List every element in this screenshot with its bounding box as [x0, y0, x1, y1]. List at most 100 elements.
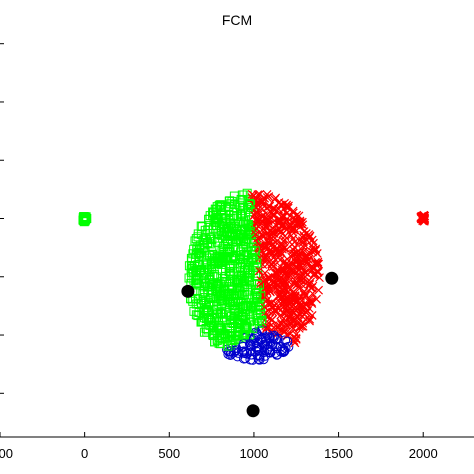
point-x — [279, 244, 289, 253]
point-x — [253, 198, 263, 207]
point-x — [305, 231, 315, 241]
point-square — [225, 196, 235, 206]
point-circle — [272, 333, 283, 344]
point-x — [315, 273, 324, 283]
point-x — [260, 275, 270, 285]
point-x — [298, 318, 308, 328]
point-circle — [260, 336, 271, 347]
point-square — [236, 236, 246, 246]
point-square — [188, 296, 198, 306]
x-tick-label: 1500 — [324, 446, 353, 461]
point-square — [199, 277, 209, 287]
point-x — [282, 307, 292, 317]
point-x — [311, 260, 321, 270]
point-square — [197, 316, 207, 326]
point-square — [212, 279, 222, 289]
point-square — [245, 200, 255, 210]
point-square — [226, 268, 236, 278]
point-square — [226, 261, 236, 271]
point-x — [288, 206, 298, 216]
point-square — [218, 233, 228, 243]
point-x — [250, 210, 260, 220]
x-tick-label: 500 — [158, 446, 180, 461]
point-square — [250, 246, 260, 256]
point-square — [235, 202, 245, 212]
point-square — [231, 251, 241, 261]
point-square — [257, 317, 267, 327]
point-x — [266, 247, 276, 257]
chart-title: FCM — [222, 12, 252, 28]
point-x — [307, 297, 317, 307]
point-square — [245, 227, 255, 237]
x-tick-label: 1000 — [239, 446, 268, 461]
point-x — [268, 204, 278, 213]
point-square — [241, 208, 251, 218]
point-x — [258, 200, 267, 210]
point-x — [280, 235, 290, 245]
point-x — [261, 243, 270, 253]
point-x — [268, 232, 278, 242]
point-circle — [265, 344, 276, 355]
point-x — [254, 221, 263, 231]
point-x — [298, 262, 308, 272]
point-x — [296, 310, 306, 320]
point-circle — [239, 348, 250, 359]
point-x — [290, 288, 300, 298]
point-square — [243, 300, 253, 310]
point-square — [196, 317, 206, 327]
point-x — [265, 286, 275, 296]
point-square — [203, 238, 213, 248]
point-x — [292, 297, 302, 307]
point-square — [191, 310, 201, 320]
point-x — [263, 306, 273, 315]
point-square — [191, 249, 201, 259]
point-x — [260, 225, 270, 235]
point-x — [293, 265, 303, 274]
point-circle — [252, 349, 263, 360]
point-x — [312, 294, 321, 304]
point-x — [261, 255, 271, 264]
point-x — [293, 220, 303, 230]
point-x — [260, 268, 270, 278]
point-x — [255, 190, 265, 199]
point-square — [229, 211, 239, 221]
point-square — [217, 255, 227, 265]
point-square — [227, 329, 237, 339]
x-tick-label: 0 — [81, 446, 88, 461]
point-x — [301, 228, 311, 238]
point-x — [264, 192, 274, 202]
point-square — [255, 280, 265, 290]
point-x — [252, 216, 262, 226]
point-square — [240, 328, 250, 338]
point-x — [271, 237, 281, 247]
point-square — [226, 336, 236, 346]
point-x — [290, 338, 300, 348]
point-x — [270, 305, 280, 315]
point-square — [198, 235, 208, 245]
point-x — [276, 318, 286, 327]
point-x — [296, 219, 306, 229]
point-square — [202, 327, 212, 337]
point-square — [232, 277, 242, 287]
point-x — [308, 247, 318, 257]
point-square — [254, 318, 264, 328]
point-square — [223, 288, 233, 298]
point-x — [247, 189, 257, 199]
point-square — [188, 267, 198, 277]
point-x — [282, 202, 292, 212]
point-x — [296, 291, 306, 301]
point-square — [241, 260, 251, 270]
point-square — [206, 261, 216, 271]
point-square — [225, 263, 235, 273]
point-x — [280, 283, 289, 293]
point-x — [293, 304, 303, 314]
point-circle — [237, 341, 248, 352]
point-x — [305, 316, 314, 326]
point-x — [251, 229, 261, 239]
point-circle — [278, 346, 289, 357]
centroid-point — [181, 284, 195, 298]
point-x — [308, 289, 318, 298]
point-x — [261, 324, 271, 334]
point-square — [223, 245, 233, 255]
point-x — [293, 276, 303, 285]
